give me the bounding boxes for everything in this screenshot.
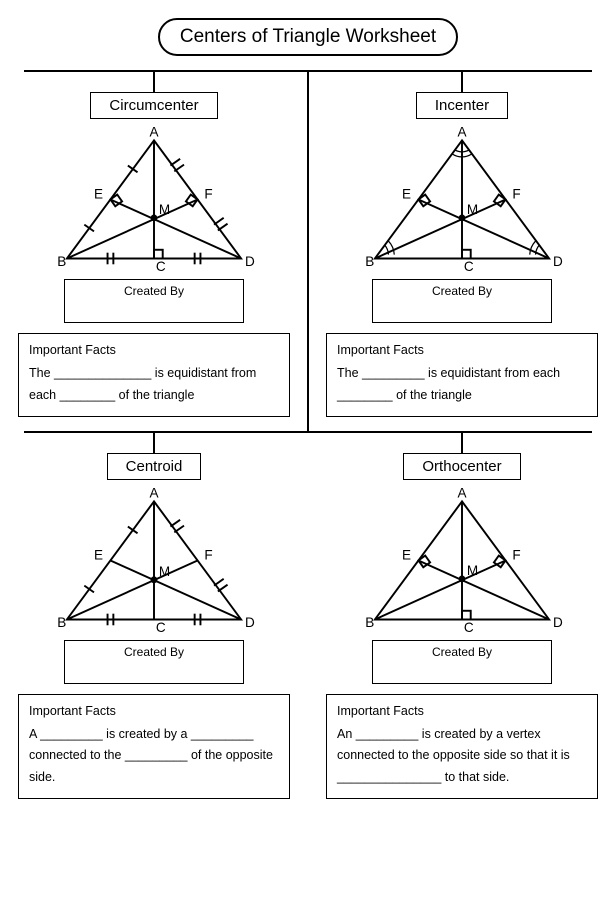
svg-text:M: M (159, 202, 170, 217)
row1-divider (307, 72, 309, 431)
svg-text:F: F (204, 186, 212, 201)
triangle-centroid: A B C D E F M (18, 484, 290, 634)
facts-title: Important Facts (29, 340, 279, 361)
svg-text:M: M (467, 202, 478, 217)
row-1: Circumcenter (0, 72, 616, 431)
cell-circumcenter: Circumcenter (0, 72, 308, 431)
facts-box: Important Facts The ______________ is eq… (18, 333, 290, 417)
page-title: Centers of Triangle Worksheet (158, 18, 458, 56)
worksheet-page: Centers of Triangle Worksheet Circumcent… (0, 0, 616, 903)
svg-text:F: F (512, 547, 520, 562)
subtitle-orthocenter: Orthocenter (403, 453, 520, 480)
svg-text:A: A (457, 485, 466, 500)
svg-text:E: E (402, 547, 411, 562)
svg-text:C: C (464, 259, 474, 273)
svg-text:D: D (245, 615, 255, 630)
created-box: Created By (64, 640, 244, 684)
stem (461, 72, 463, 92)
row-2: Centroid (0, 433, 616, 813)
created-box: Created By (64, 279, 244, 323)
created-box: Created By (372, 279, 552, 323)
svg-text:E: E (94, 547, 103, 562)
facts-text: An _________ is created by a vertex conn… (337, 724, 587, 788)
subtitle-incenter: Incenter (416, 92, 508, 119)
svg-text:C: C (156, 259, 166, 273)
subtitle-circumcenter: Circumcenter (90, 92, 217, 119)
subtitle-centroid: Centroid (107, 453, 202, 480)
svg-text:D: D (553, 254, 563, 269)
svg-text:E: E (402, 186, 411, 201)
stem (461, 433, 463, 453)
svg-text:B: B (365, 254, 374, 269)
svg-text:B: B (57, 615, 66, 630)
facts-text: The ______________ is equidistant from e… (29, 363, 279, 406)
svg-text:C: C (464, 620, 474, 634)
svg-text:M: M (159, 564, 170, 579)
triangle-orthocenter: A B C D E F M (326, 484, 598, 634)
svg-text:C: C (156, 620, 166, 634)
created-box: Created By (372, 640, 552, 684)
facts-box: Important Facts An _________ is created … (326, 694, 598, 799)
title-wrap: Centers of Triangle Worksheet (0, 0, 616, 56)
triangle-circumcenter: A B C D E F M (18, 123, 290, 273)
stem (153, 433, 155, 453)
facts-text: A _________ is created by a _________ co… (29, 724, 279, 788)
created-label: Created By (432, 645, 492, 659)
stem (153, 72, 155, 92)
cell-centroid: Centroid (0, 433, 308, 813)
cell-orthocenter: Orthocenter (308, 433, 616, 813)
created-label: Created By (432, 284, 492, 298)
svg-text:B: B (57, 254, 66, 269)
svg-text:D: D (553, 615, 563, 630)
cell-incenter: Incenter (308, 72, 616, 431)
svg-text:D: D (245, 254, 255, 269)
svg-text:E: E (94, 186, 103, 201)
facts-title: Important Facts (29, 701, 279, 722)
facts-title: Important Facts (337, 701, 587, 722)
facts-box: Important Facts A _________ is created b… (18, 694, 290, 799)
facts-text: The _________ is equidistant from each _… (337, 363, 587, 406)
facts-title: Important Facts (337, 340, 587, 361)
svg-text:A: A (149, 125, 158, 140)
triangle-incenter: A B C D E F M (326, 123, 598, 273)
svg-text:F: F (204, 547, 212, 562)
created-label: Created By (124, 645, 184, 659)
svg-text:B: B (365, 615, 374, 630)
svg-text:A: A (149, 485, 158, 500)
facts-box: Important Facts The _________ is equidis… (326, 333, 598, 417)
svg-text:A: A (457, 125, 466, 140)
svg-text:F: F (512, 186, 520, 201)
svg-text:M: M (467, 563, 478, 578)
created-label: Created By (124, 284, 184, 298)
